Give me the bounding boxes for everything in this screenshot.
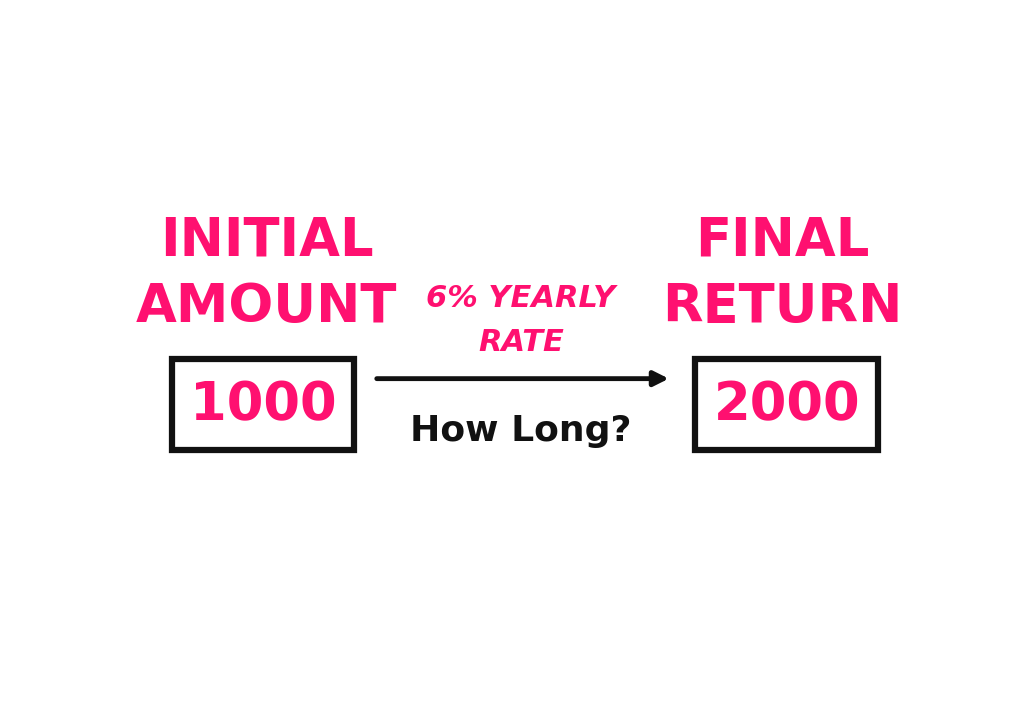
Text: RATE: RATE [478, 328, 564, 357]
Bar [695, 359, 878, 450]
Text: AMOUNT: AMOUNT [136, 281, 397, 333]
Text: 6% YEARLY: 6% YEARLY [426, 284, 615, 313]
Text: 2000: 2000 [714, 379, 860, 431]
Text: RETURN: RETURN [663, 281, 903, 333]
Bar [172, 359, 354, 450]
Text: FINAL: FINAL [695, 214, 870, 267]
Text: 1000: 1000 [189, 379, 336, 431]
Text: How Long?: How Long? [410, 414, 632, 448]
Text: INITIAL: INITIAL [160, 214, 374, 267]
